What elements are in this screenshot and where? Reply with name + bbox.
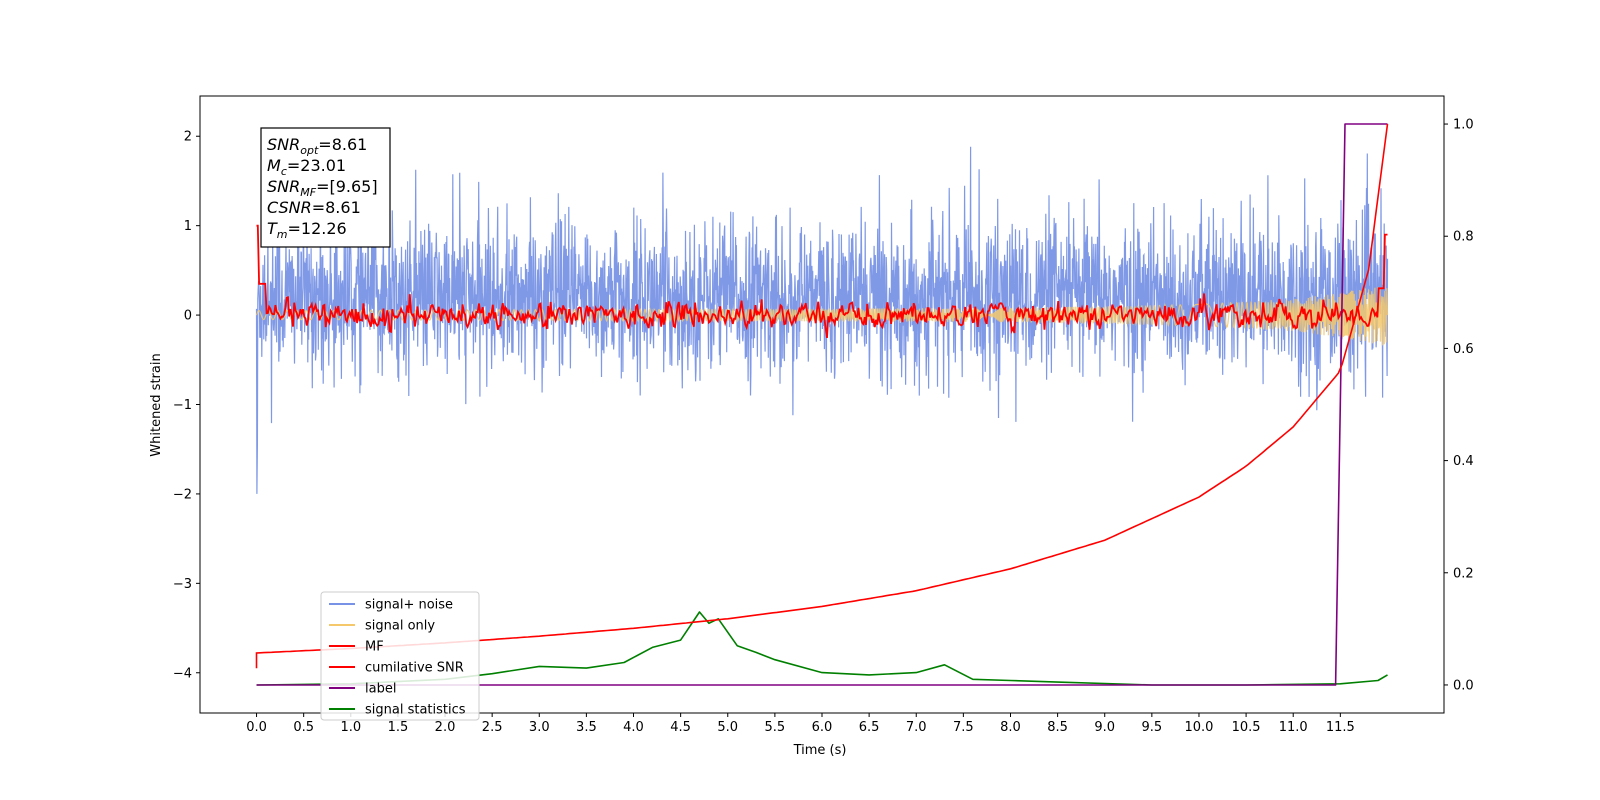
y2-tick-label: 0.6	[1453, 342, 1474, 357]
y-tick-label: −2	[173, 487, 192, 502]
x-tick-label: 9.0	[1094, 720, 1115, 735]
x-tick-label: 5.5	[765, 720, 786, 735]
legend-label: signal statistics	[365, 703, 466, 718]
y2-tick-label: 0.8	[1453, 230, 1474, 245]
info-box-line: SNRopt=8.61	[267, 135, 367, 157]
x-axis: 0.0 0.5 1.0 1.5 2.0 2.5 3.0 3.5 4.0 4.5 5.0 5.5 6.0 6…	[246, 713, 1355, 735]
y2-tick-label: 0.0	[1453, 678, 1474, 693]
y-axis-right: 1.0 0.8 0.6 0.4 0.2 0.0	[1444, 118, 1474, 693]
x-tick-label: 4.5	[670, 720, 691, 735]
x-tick-label: 7.0	[906, 720, 927, 735]
x-tick-label: 8.0	[1000, 720, 1021, 735]
x-tick-label: 6.0	[812, 720, 833, 735]
legend-frame	[320, 591, 480, 721]
info-box-frame	[260, 127, 391, 248]
x-tick-label: 1.5	[388, 720, 409, 735]
x-tick-label: 2.5	[482, 720, 503, 735]
series-signal-statistics-line	[256, 611, 1388, 686]
x-tick-label: 5.0	[717, 720, 738, 735]
legend-label: signal only	[365, 619, 435, 634]
x-tick-label: 9.5	[1142, 720, 1163, 735]
info-box-line: CSNR=8.61	[267, 198, 361, 217]
y-tick-label: −1	[173, 398, 192, 413]
x-tick-label: 11.0	[1279, 720, 1308, 735]
series-label-line	[256, 123, 1388, 686]
info-box-line: Tm=12.26	[267, 219, 347, 241]
x-tick-label: 0.5	[293, 720, 314, 735]
y-tick-label: 0	[184, 309, 192, 324]
legend-label: cumilative SNR	[365, 661, 464, 676]
info-box-line: Mc=23.01	[267, 156, 346, 178]
y2-tick-label: 0.2	[1453, 566, 1474, 581]
x-tick-label: 6.5	[859, 720, 880, 735]
x-tick-label: 3.0	[529, 720, 550, 735]
y2-tick-label: 0.4	[1453, 454, 1474, 469]
y-axis-left: 2 1 0 −1 −2 −3 −4	[173, 130, 200, 681]
x-tick-label: 7.5	[953, 720, 974, 735]
y-tick-label: 2	[184, 130, 192, 145]
x-tick-label: 3.5	[576, 720, 597, 735]
series-mf-line	[256, 224, 1388, 339]
legend-label: signal+ noise	[365, 598, 453, 613]
legend: signal+ noise signal only MF cumilative SNR…	[320, 591, 480, 721]
legend-label: label	[365, 682, 396, 697]
x-tick-label: 10.0	[1184, 720, 1213, 735]
y-axis-title: Whitened strain	[149, 353, 164, 456]
series-signal-noise-line	[255, 146, 1389, 494]
series-layer	[255, 123, 1389, 686]
info-box-line: SNRMF=[9.65]	[267, 177, 378, 199]
info-box: SNRopt=8.61Mc=23.01SNRMF=[9.65]CSNR=8.61…	[260, 127, 391, 248]
x-tick-label: 11.5	[1326, 720, 1355, 735]
x-tick-label: 10.5	[1232, 720, 1261, 735]
x-tick-label: 4.0	[623, 720, 644, 735]
x-axis-title: Time (s)	[793, 743, 847, 758]
x-tick-label: 8.5	[1047, 720, 1068, 735]
y-tick-label: 1	[184, 219, 192, 234]
y-tick-label: −4	[173, 666, 192, 681]
x-tick-label: 2.0	[435, 720, 456, 735]
legend-label: MF	[365, 640, 384, 655]
x-tick-label: 0.0	[246, 720, 267, 735]
y2-tick-label: 1.0	[1453, 118, 1474, 133]
y-tick-label: −3	[173, 577, 192, 592]
x-tick-label: 1.0	[340, 720, 361, 735]
